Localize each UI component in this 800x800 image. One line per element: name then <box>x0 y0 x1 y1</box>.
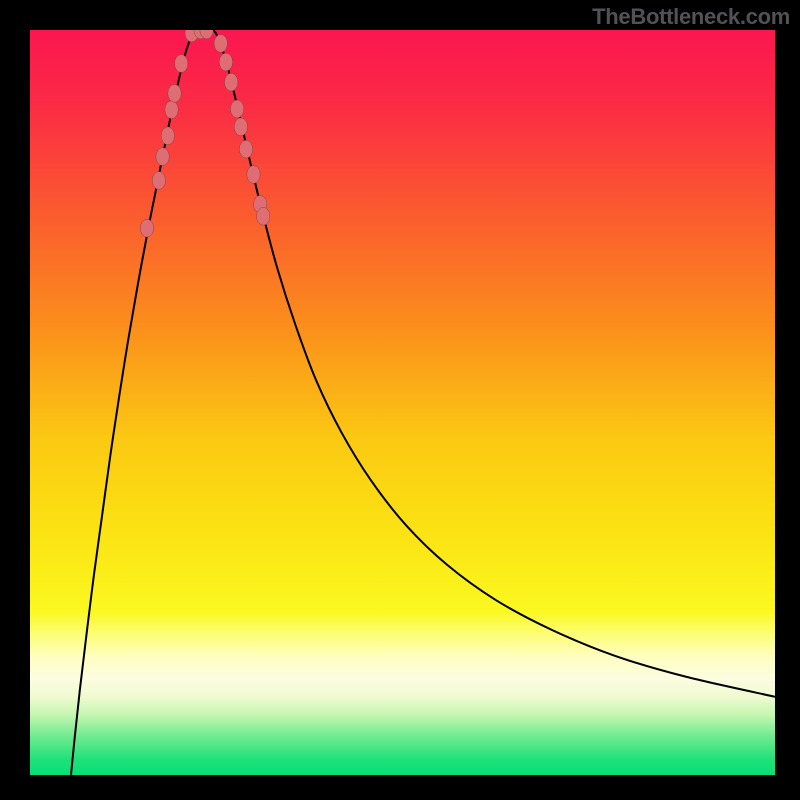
data-marker <box>239 140 252 158</box>
data-marker <box>230 100 243 118</box>
data-marker <box>175 55 188 73</box>
data-marker <box>168 84 181 102</box>
data-marker <box>247 166 260 184</box>
data-marker <box>156 148 169 166</box>
data-marker <box>224 73 237 91</box>
chart-background <box>30 30 775 775</box>
chart-svg <box>30 30 775 775</box>
data-marker <box>152 172 165 190</box>
data-marker <box>161 127 174 145</box>
data-marker <box>234 118 247 136</box>
data-marker <box>219 53 232 71</box>
watermark-text: TheBottleneck.com <box>592 4 790 30</box>
chart-plot-area <box>30 30 775 775</box>
data-marker <box>256 207 269 225</box>
data-marker <box>214 34 227 52</box>
data-marker <box>165 101 178 119</box>
data-marker <box>140 219 153 237</box>
